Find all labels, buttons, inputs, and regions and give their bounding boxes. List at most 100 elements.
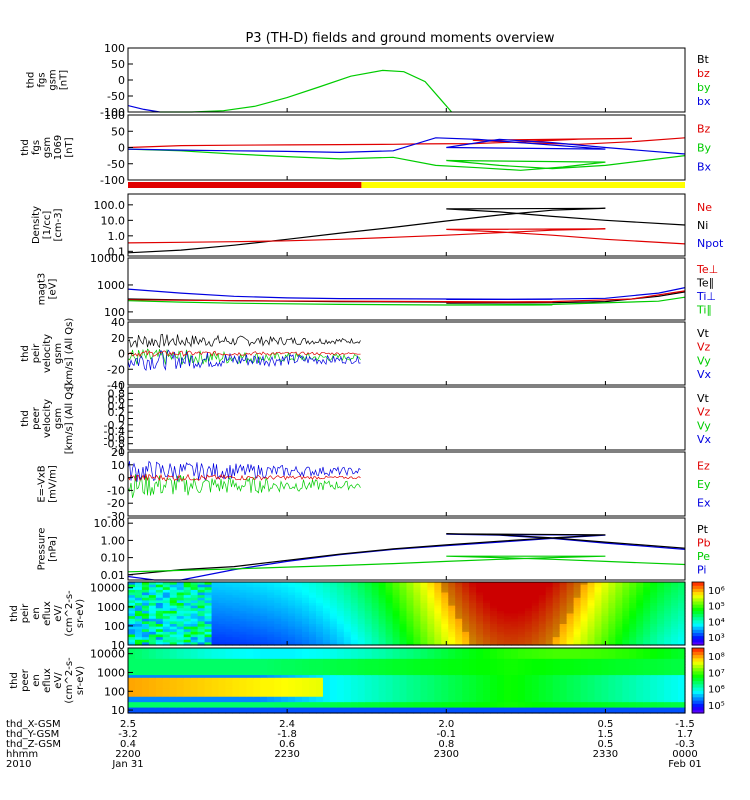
heat-cell [510, 595, 519, 599]
x-row-value: -3.2 [118, 729, 138, 740]
heat-cell [615, 683, 623, 687]
heat-cell [218, 704, 227, 709]
heat-cell [253, 653, 261, 657]
heat-cell [253, 621, 261, 625]
heat-cell [657, 664, 665, 668]
heat-cell [524, 595, 533, 599]
heat-cell [315, 626, 324, 630]
heat-cell [441, 699, 449, 703]
heat-cell [420, 587, 428, 591]
heat-cell [267, 613, 275, 617]
heat-cell [322, 672, 331, 676]
y-tick-label: 20 [111, 446, 125, 459]
heat-cell [225, 666, 234, 671]
heat-cell [476, 600, 484, 604]
heat-cell [455, 680, 463, 684]
heat-cell [524, 707, 533, 711]
heat-cell [490, 597, 498, 601]
heat-cell [309, 618, 317, 622]
heat-cell [232, 675, 240, 679]
heat-cell [664, 584, 672, 588]
heat-cell [573, 702, 582, 706]
heat-cell [357, 592, 366, 596]
heat-cell [434, 608, 442, 612]
heat-cell [573, 688, 582, 692]
heat-cell [225, 642, 234, 646]
heat-cell [343, 629, 352, 633]
heat-cell [364, 658, 373, 663]
heat-cell [190, 595, 199, 599]
colorbar-step [692, 582, 704, 586]
heat-cell [643, 675, 651, 679]
heat-cell [315, 600, 324, 604]
heat-cell [232, 672, 240, 676]
heat-cell [587, 702, 596, 706]
heat-cell [176, 694, 185, 698]
heat-cell [538, 610, 547, 615]
heat-cell [413, 704, 422, 709]
heat-cell [413, 675, 422, 679]
heat-cell [183, 621, 192, 625]
heat-cell [176, 618, 185, 622]
heat-cell [664, 595, 672, 599]
heat-cell [274, 600, 282, 604]
heat-cell [232, 634, 240, 638]
heat-cell [580, 618, 589, 622]
heat-cell [524, 672, 533, 676]
heat-cell [580, 699, 589, 703]
heat-cell [225, 675, 234, 679]
heat-cell [385, 595, 394, 599]
heat-cell [538, 661, 547, 665]
heat-cell [678, 648, 686, 652]
heat-cell [629, 677, 637, 682]
heat-cell [364, 688, 373, 692]
heat-cell [176, 696, 185, 701]
heat-cell [267, 675, 275, 679]
heat-cell [281, 704, 289, 709]
heat-cell [469, 680, 477, 684]
heat-cell [441, 702, 449, 706]
heat-cell [218, 661, 227, 665]
heat-cell [336, 666, 345, 671]
heat-cell [573, 664, 582, 668]
heat-cell [392, 624, 401, 628]
heat-cell [664, 629, 672, 633]
heat-cell [671, 634, 679, 638]
heat-cell [650, 683, 658, 687]
plot-panels: Btbzbybx-100-50050100thdfgsgsm[nT]BzByBx… [9, 42, 725, 717]
heat-cell [169, 696, 178, 701]
heat-cell [608, 621, 616, 625]
heat-cell [197, 710, 206, 714]
heat-cell [629, 658, 637, 663]
heat-cell [615, 648, 623, 652]
heat-cell [629, 699, 637, 703]
heat-cell [141, 642, 150, 646]
heat-cell [601, 648, 610, 652]
heat-cell [678, 616, 686, 620]
heat-cell [169, 616, 178, 620]
heat-cell [399, 680, 408, 684]
heat-cell [552, 618, 561, 622]
heat-cell [155, 691, 164, 695]
heat-cell [295, 702, 303, 706]
heat-cell [267, 603, 275, 607]
heat-cell [329, 666, 338, 671]
x-row-value: 2.5 [120, 719, 136, 730]
heat-cell [225, 624, 234, 628]
heat-cell [190, 634, 199, 638]
heat-cell [155, 603, 164, 607]
heat-cell [580, 608, 589, 612]
heat-cell [281, 610, 289, 615]
y-axis-label-line: en [31, 607, 42, 620]
y-axis-label-line: thd [20, 410, 31, 427]
heat-cell [392, 616, 401, 620]
heat-cell [524, 634, 533, 638]
heat-cell [329, 664, 338, 668]
heat-cell [322, 656, 331, 660]
heat-cell [350, 669, 359, 673]
heat-cell [545, 707, 554, 711]
heat-cell [260, 650, 268, 655]
heat-cell [531, 688, 540, 692]
heat-cell [483, 605, 491, 609]
